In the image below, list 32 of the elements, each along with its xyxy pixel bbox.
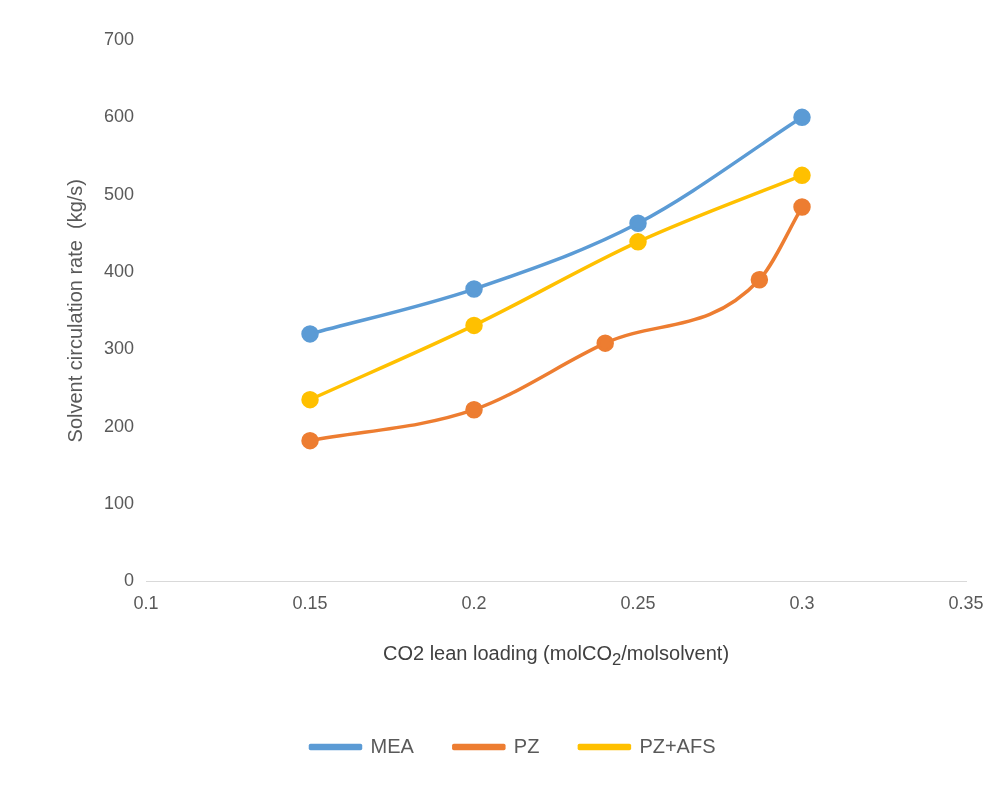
x-tick-label: 0.25 — [620, 593, 656, 614]
x-axis-title: CO2 lean loading (molCO$_{2}$/molsolvent) — [381, 642, 731, 670]
point — [465, 400, 483, 419]
y-tick-label: 100 — [103, 493, 135, 514]
x-tick-label: 0.1 — [133, 593, 159, 614]
point — [629, 233, 647, 251]
y-tick-label: 300 — [103, 338, 135, 359]
point — [793, 108, 811, 127]
y-tick-label: 600 — [103, 106, 135, 127]
point — [793, 166, 811, 185]
point — [596, 334, 614, 352]
point — [301, 431, 319, 450]
x-tick-label: 0.15 — [292, 593, 328, 614]
y-tick-label: 200 — [103, 415, 135, 436]
legend-label: PZ+AFS — [639, 734, 716, 757]
x-tick-label: 0.2 — [461, 593, 487, 614]
legend-label: PZ — [513, 734, 540, 757]
point — [629, 214, 647, 233]
point — [793, 198, 811, 216]
x-tick-label: 0.3 — [789, 593, 815, 614]
point — [301, 325, 319, 343]
y-axis-title: Solvent circulation rate (kg/s) — [63, 178, 86, 443]
y-tick-label: 0 — [124, 570, 135, 591]
point — [750, 271, 769, 289]
x-tick-label: 0.35 — [948, 593, 984, 614]
y-tick-label: 700 — [103, 28, 135, 49]
point — [301, 390, 319, 409]
legend-label: MEA — [370, 734, 415, 757]
y-tick-label: 500 — [103, 183, 135, 204]
y-tick-label: 400 — [103, 261, 135, 281]
point — [465, 316, 483, 335]
point — [465, 280, 483, 298]
